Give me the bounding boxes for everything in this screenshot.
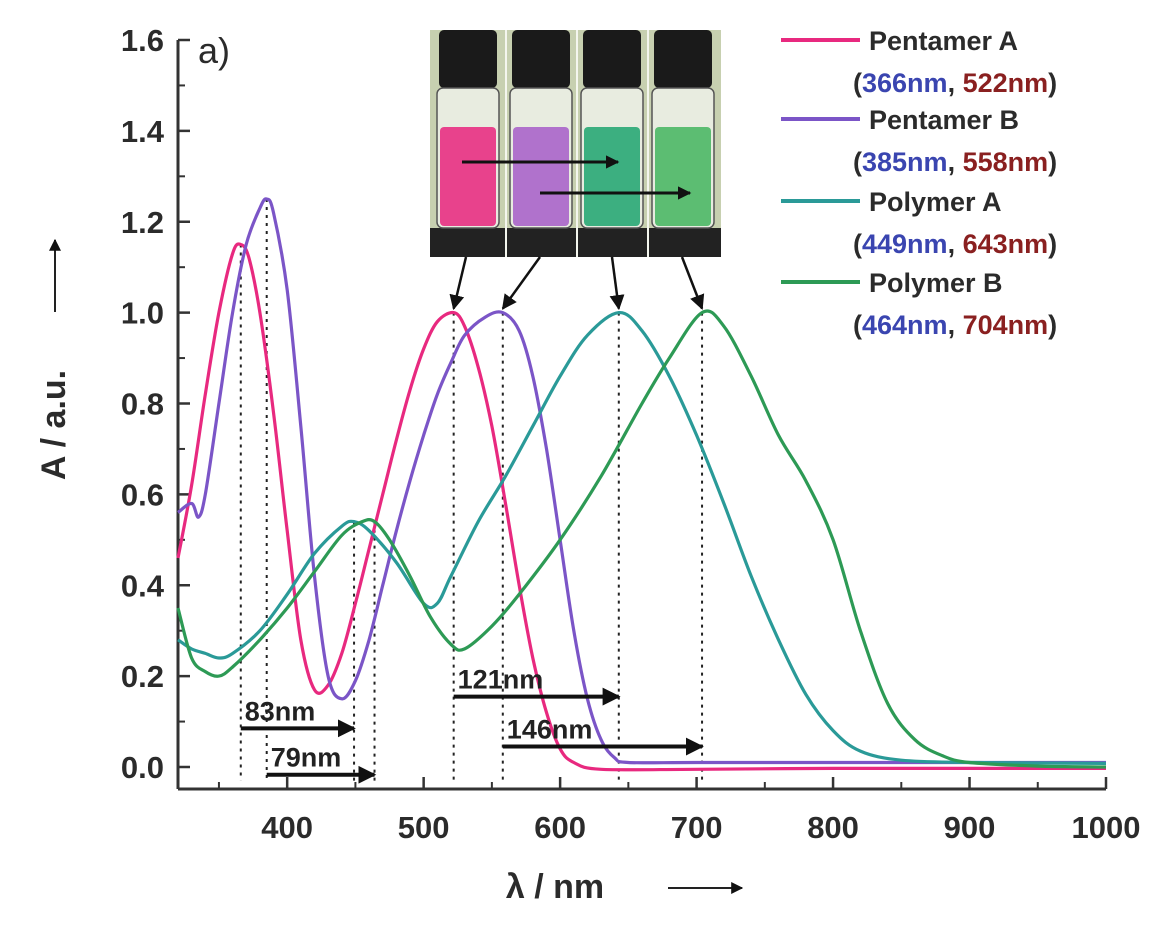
- vial-pointer-arrow: [501, 256, 542, 310]
- y-axis-title: A / a.u.: [35, 370, 73, 480]
- y-tick-label: 1.2: [121, 205, 164, 240]
- series-line-polymer-a: [177, 310, 1107, 765]
- vial-solution: [584, 127, 640, 226]
- x-axis-title: λ / nm: [506, 868, 604, 906]
- legend: Pentamer A (366nm, 522nm) Pentamer B (38…: [781, 26, 1057, 340]
- x-tick-label: 700: [671, 810, 723, 845]
- vial-cap: [439, 30, 497, 88]
- shift-label: 79nm: [271, 743, 342, 773]
- shift-label: 146nm: [507, 715, 593, 745]
- shift-label: 83nm: [245, 696, 316, 726]
- vial-pointer-arrow: [449, 256, 468, 311]
- y-tick-label: 0.6: [121, 477, 164, 512]
- vial-solution: [440, 127, 496, 226]
- shift-label: 121nm: [458, 665, 544, 695]
- y-tick-label: 1.6: [121, 23, 164, 58]
- x-tick-label: 900: [944, 810, 996, 845]
- legend-label-pentamer-b: Pentamer B: [869, 105, 1019, 135]
- y-tick-label: 1.0: [121, 296, 164, 331]
- vial-cap: [583, 30, 641, 88]
- peak-guide-lines: [239, 199, 704, 781]
- ticks: 0.0 0.2 0.4 0.6 0.8 1.0 1.2 1.4 1.6 400 500 600 700 8…: [121, 23, 1141, 845]
- legend-label-polymer-a: Polymer A: [869, 187, 1002, 217]
- x-tick-label: 500: [398, 810, 450, 845]
- panel-label: a): [198, 30, 230, 71]
- legend-item-polymer-a: Polymer A (449nm, 643nm): [781, 187, 1057, 259]
- x-tick-label: 400: [261, 810, 313, 845]
- shift-annotations: 83nm 79nm 121nm 146nm: [240, 665, 704, 784]
- y-tick-label: 1.4: [121, 114, 165, 149]
- series-line-polymer-b: [176, 309, 1107, 769]
- legend-item-polymer-b: Polymer B (464nm, 704nm): [781, 268, 1057, 340]
- inset-shelf: [430, 228, 721, 257]
- vial-solution: [513, 127, 569, 226]
- vial-cap: [654, 30, 712, 88]
- vials-photo-inset: [430, 30, 721, 311]
- legend-label-pentamer-a: Pentamer A: [869, 26, 1018, 56]
- legend-peaks-pentamer-b: (385nm, 558nm): [853, 147, 1057, 177]
- legend-peaks-polymer-b: (464nm, 704nm): [853, 310, 1057, 340]
- y-tick-label: 0.0: [121, 750, 164, 785]
- y-tick-label: 0.2: [121, 659, 164, 694]
- vial-pointer-arrow: [680, 256, 705, 311]
- x-tick-label: 1000: [1072, 810, 1141, 845]
- y-tick-label: 0.8: [121, 387, 164, 422]
- vial-solution: [655, 127, 711, 226]
- axes: [176, 40, 1106, 791]
- legend-peaks-pentamer-a: (366nm, 522nm): [853, 68, 1057, 98]
- legend-peaks-polymer-a: (449nm, 643nm): [853, 229, 1057, 259]
- vial-pointer-arrow: [609, 256, 625, 311]
- x-tick-label: 600: [534, 810, 586, 845]
- vial-cap: [512, 30, 570, 88]
- legend-item-pentamer-a: Pentamer A (366nm, 522nm): [781, 26, 1057, 98]
- legend-label-polymer-b: Polymer B: [869, 268, 1003, 298]
- legend-item-pentamer-b: Pentamer B (385nm, 558nm): [781, 105, 1057, 177]
- x-tick-label: 800: [807, 810, 859, 845]
- series-line-pentamer-a: [176, 242, 1106, 772]
- y-tick-label: 0.4: [121, 568, 165, 603]
